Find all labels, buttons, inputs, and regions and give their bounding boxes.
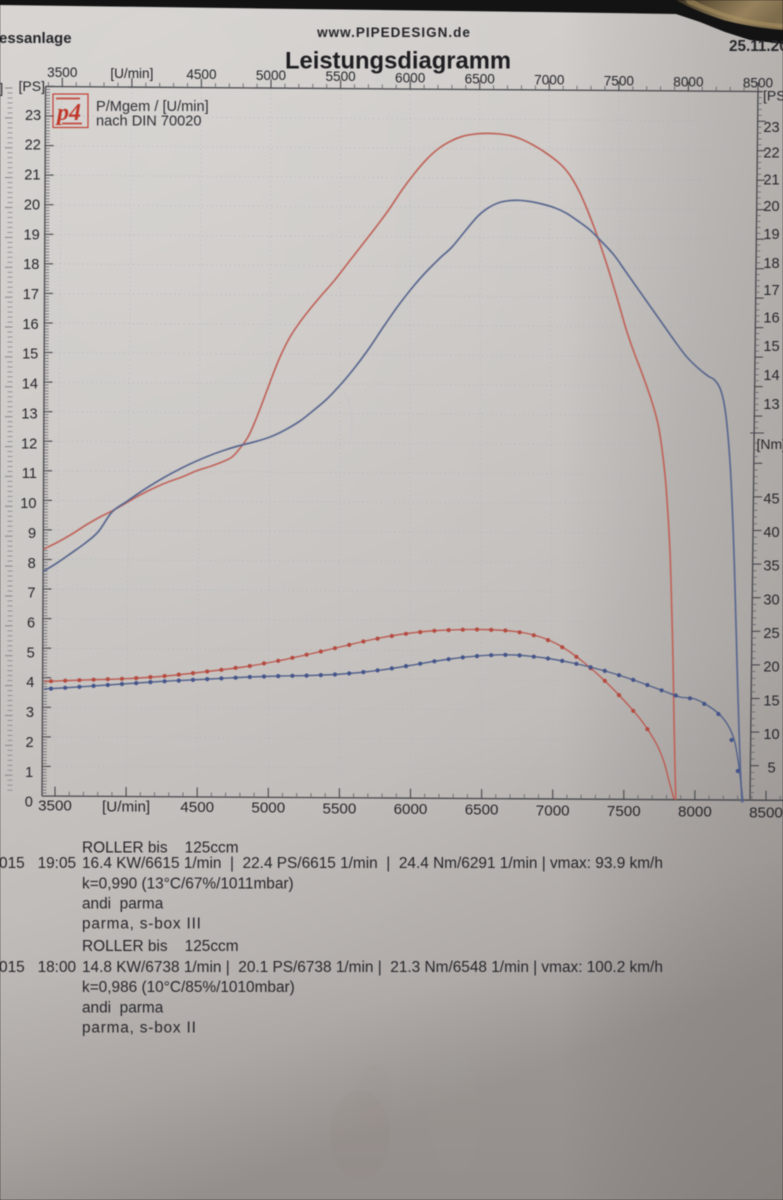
svg-text:[U/min]: [U/min] <box>110 66 153 81</box>
svg-text:2015 18:00: 2015 18:00 <box>0 959 76 976</box>
svg-text:5500: 5500 <box>325 69 356 84</box>
svg-text:20: 20 <box>763 199 779 215</box>
svg-text:5000: 5000 <box>251 800 285 817</box>
svg-text:2015 19:05: 2015 19:05 <box>0 855 76 872</box>
svg-text:13: 13 <box>21 406 37 422</box>
svg-text:11: 11 <box>22 466 37 482</box>
svg-text:andi parma: andi parma <box>82 999 164 1016</box>
svg-text:9: 9 <box>28 526 36 542</box>
svg-text:6000: 6000 <box>395 70 426 85</box>
svg-text:25.11.2015: 25.11.2015 <box>729 38 783 55</box>
svg-text:7: 7 <box>27 586 35 602</box>
svg-text:0: 0 <box>25 795 33 811</box>
svg-text:16: 16 <box>763 311 779 327</box>
svg-text:21: 21 <box>24 168 40 184</box>
svg-text:6000: 6000 <box>394 801 428 818</box>
svg-text:]: ] <box>0 80 3 96</box>
svg-text:8000: 8000 <box>673 75 704 90</box>
svg-text:30: 30 <box>763 592 779 608</box>
svg-text:19: 19 <box>24 227 40 243</box>
svg-text:andi parma: andi parma <box>82 896 164 913</box>
svg-text:23: 23 <box>763 120 779 136</box>
svg-text:p4: p4 <box>55 100 81 126</box>
svg-text:8500: 8500 <box>743 76 774 91</box>
svg-text:6500: 6500 <box>465 802 499 819</box>
svg-text:[PS]: [PS] <box>19 78 45 94</box>
svg-text:k=0,990 (13°C/67%/1011mbar): k=0,990 (13°C/67%/1011mbar) <box>82 876 294 893</box>
svg-text:14.8 KW/6738 1/min | 20.1 PS/: 14.8 KW/6738 1/min | 20.1 PS/6738 1/min … <box>82 959 663 976</box>
svg-text:14: 14 <box>22 377 38 393</box>
svg-text:5: 5 <box>27 645 35 661</box>
svg-text:25: 25 <box>763 626 779 642</box>
svg-text:3500: 3500 <box>38 798 72 815</box>
svg-text:7000: 7000 <box>534 72 565 87</box>
svg-text:8500: 8500 <box>749 804 783 821</box>
svg-text:22: 22 <box>763 146 779 162</box>
svg-text:2: 2 <box>26 735 34 751</box>
svg-text:17: 17 <box>23 287 39 303</box>
svg-text:6: 6 <box>27 616 35 632</box>
svg-text:parma, s-box II: parma, s-box II <box>82 1020 197 1037</box>
svg-text:k=0,986 (10°C/85%/1010mbar): k=0,986 (10°C/85%/1010mbar) <box>82 979 295 996</box>
svg-text:P/Mgem / [U/min]: P/Mgem / [U/min] <box>96 99 209 115</box>
svg-text:5: 5 <box>767 761 775 777</box>
svg-text:5500: 5500 <box>323 800 357 817</box>
svg-text:Leistungsdiagramm: Leistungsdiagramm <box>285 48 511 75</box>
svg-text:20: 20 <box>763 660 779 676</box>
svg-text:3500: 3500 <box>47 65 78 80</box>
svg-text:12: 12 <box>21 436 37 452</box>
svg-text:45: 45 <box>763 491 779 507</box>
svg-text:[Nm]: [Nm] <box>757 436 783 452</box>
svg-text:www.PIPEDESIGN.de: www.PIPEDESIGN.de <box>316 25 471 40</box>
svg-text:ROLLER bis 125ccm: ROLLER bis 125ccm <box>82 938 239 955</box>
svg-text:7000: 7000 <box>536 802 570 819</box>
svg-text:1: 1 <box>25 765 33 781</box>
svg-text:7500: 7500 <box>607 803 641 820</box>
svg-text:20: 20 <box>24 197 40 213</box>
svg-text:35: 35 <box>763 559 779 575</box>
svg-text:8: 8 <box>28 556 36 572</box>
svg-text:nach DIN 70020: nach DIN 70020 <box>96 114 201 130</box>
svg-text:23: 23 <box>25 108 41 124</box>
svg-text:3: 3 <box>26 705 34 721</box>
svg-text:4500: 4500 <box>180 799 214 816</box>
svg-text:21: 21 <box>763 173 779 189</box>
svg-text:40: 40 <box>763 525 779 541</box>
svg-text:16: 16 <box>22 317 38 333</box>
svg-text:16.4 KW/6615 1/min | 22.4 PS: 16.4 KW/6615 1/min | 22.4 PS/6615 1/min … <box>82 855 663 872</box>
svg-text:22: 22 <box>25 138 41 154</box>
svg-text:4: 4 <box>26 675 34 691</box>
svg-text:18: 18 <box>23 257 39 273</box>
svg-text:15: 15 <box>763 339 779 355</box>
svg-text:Messanlage: Messanlage <box>0 30 72 47</box>
svg-text:[PS]: [PS] <box>763 88 783 104</box>
svg-text:8000: 8000 <box>678 804 712 821</box>
svg-text:15: 15 <box>763 693 779 709</box>
svg-text:15: 15 <box>22 347 38 363</box>
svg-text:17: 17 <box>763 283 779 299</box>
svg-text:13: 13 <box>763 397 779 413</box>
svg-text:5000: 5000 <box>256 68 287 83</box>
svg-text:6500: 6500 <box>465 71 496 86</box>
svg-text:10: 10 <box>763 727 779 743</box>
svg-text:18: 18 <box>763 256 779 272</box>
svg-text:14: 14 <box>763 368 779 384</box>
svg-text:parma, s-box III: parma, s-box III <box>82 916 202 933</box>
svg-text:ROLLER bis 125ccm: ROLLER bis 125ccm <box>82 840 239 857</box>
svg-text:10: 10 <box>20 496 36 512</box>
svg-text:4500: 4500 <box>186 67 217 82</box>
svg-text:7500: 7500 <box>604 74 635 89</box>
svg-text:[U/min]: [U/min] <box>102 798 150 815</box>
svg-text:19: 19 <box>763 227 779 243</box>
